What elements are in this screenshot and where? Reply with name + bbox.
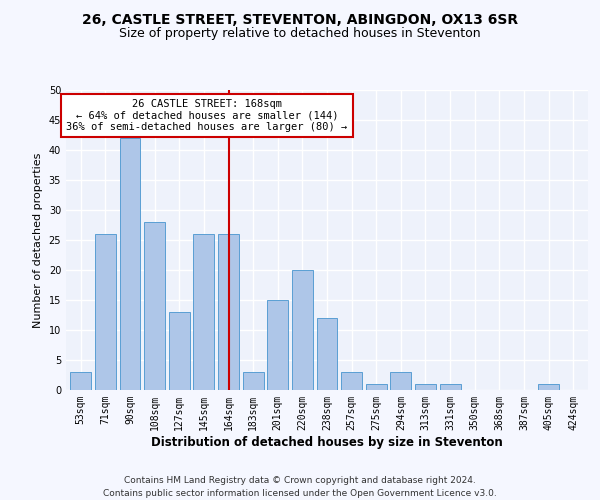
Bar: [193, 234, 214, 390]
Bar: [95, 234, 116, 390]
Bar: [218, 234, 239, 390]
Bar: [292, 270, 313, 390]
Y-axis label: Number of detached properties: Number of detached properties: [33, 152, 43, 328]
Bar: [415, 384, 436, 390]
Bar: [169, 312, 190, 390]
Bar: [391, 372, 412, 390]
Text: Size of property relative to detached houses in Steventon: Size of property relative to detached ho…: [119, 28, 481, 40]
Bar: [538, 384, 559, 390]
Bar: [366, 384, 387, 390]
Bar: [242, 372, 263, 390]
Bar: [119, 138, 140, 390]
Bar: [317, 318, 337, 390]
Text: 26 CASTLE STREET: 168sqm
← 64% of detached houses are smaller (144)
36% of semi-: 26 CASTLE STREET: 168sqm ← 64% of detach…: [67, 99, 347, 132]
Bar: [341, 372, 362, 390]
Bar: [144, 222, 165, 390]
Bar: [440, 384, 461, 390]
Bar: [70, 372, 91, 390]
X-axis label: Distribution of detached houses by size in Steventon: Distribution of detached houses by size …: [151, 436, 503, 448]
Text: Contains HM Land Registry data © Crown copyright and database right 2024.
Contai: Contains HM Land Registry data © Crown c…: [103, 476, 497, 498]
Bar: [267, 300, 288, 390]
Text: 26, CASTLE STREET, STEVENTON, ABINGDON, OX13 6SR: 26, CASTLE STREET, STEVENTON, ABINGDON, …: [82, 12, 518, 26]
